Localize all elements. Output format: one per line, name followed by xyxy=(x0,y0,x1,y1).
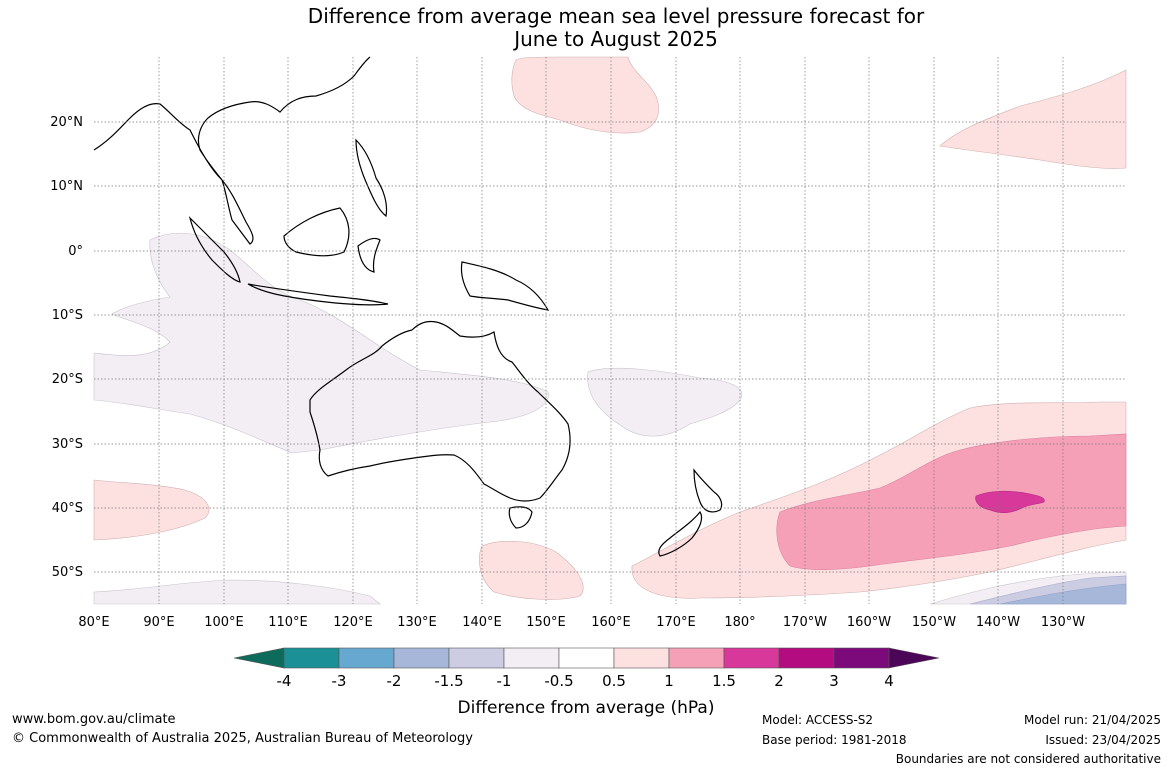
lat-label: 20°N xyxy=(50,115,83,130)
legend-tick-label: -1.5 xyxy=(434,672,463,690)
coastlines xyxy=(93,56,723,557)
lon-label: 150°E xyxy=(526,615,566,630)
legend-swatch xyxy=(778,647,835,669)
legend-swatch xyxy=(833,647,890,669)
footer-url[interactable]: www.bom.gov.au/climate xyxy=(12,712,176,727)
legend-swatch xyxy=(503,647,560,669)
lon-label: 170°E xyxy=(656,615,696,630)
lon-label: 170°W xyxy=(783,615,827,630)
legend-tick-label: -0.5 xyxy=(544,672,573,690)
lon-label: 150°W xyxy=(912,615,956,630)
legend-swatch xyxy=(558,647,615,669)
legend-tick-label: 2 xyxy=(774,672,784,690)
australia-coastline xyxy=(309,320,571,502)
sumatra-coastline xyxy=(188,216,241,283)
lat-label: 0° xyxy=(68,244,83,259)
legend-tick-label: 1.5 xyxy=(712,672,736,690)
legend-tick-label: -3 xyxy=(332,672,347,690)
java-coastline xyxy=(247,283,389,306)
legend-tick-label: -4 xyxy=(277,672,292,690)
footer-disclaimer: Boundaries are not considered authoritat… xyxy=(895,752,1161,766)
lon-label: 110°E xyxy=(268,615,308,630)
legend-tick-labels: -4 -3 -2 -1.5 -1 -0.5 0.5 1 1.5 2 3 4 xyxy=(277,672,894,690)
footer-base-period: Base period: 1981-2018 xyxy=(762,733,907,747)
lon-label: 120°E xyxy=(333,615,373,630)
legend-tick-label: 1 xyxy=(664,672,674,690)
lon-label: 140°W xyxy=(976,615,1020,630)
new-zealand-south-coastline xyxy=(658,510,703,557)
graticule xyxy=(94,57,1126,604)
legend-swatch xyxy=(668,647,725,669)
lat-label: 10°S xyxy=(52,308,83,323)
longitude-labels: 80°E 90°E 100°E 110°E 120°E 130°E 140°E … xyxy=(78,615,1085,630)
map-title-line-1: Difference from average mean sea level p… xyxy=(307,4,925,28)
positive-anomaly-region-tasman xyxy=(479,540,584,600)
lon-label: 100°E xyxy=(204,615,244,630)
borneo-coastline xyxy=(283,207,350,257)
legend-tick-label: -2 xyxy=(387,672,402,690)
mainland-asia-coastline xyxy=(93,56,371,245)
legend-swatch xyxy=(283,647,340,669)
lat-label: 40°S xyxy=(52,501,83,516)
positive-anomaly-region-north-pacific xyxy=(511,56,659,134)
legend-swatch xyxy=(393,647,450,669)
lat-label: 50°S xyxy=(52,565,83,580)
legend-tick-label: -1 xyxy=(497,672,512,690)
negative-anomaly-region-indian-ocean xyxy=(93,232,549,454)
lon-label: 180° xyxy=(724,615,755,630)
tasmania-coastline xyxy=(508,506,533,529)
legend-extend-high-arrow xyxy=(888,647,940,669)
negative-anomaly-region-south-pacific xyxy=(587,367,743,437)
positive-anomaly-region-west xyxy=(93,479,210,541)
legend-tick-label: 4 xyxy=(884,672,894,690)
legend-extend-low-arrow xyxy=(233,647,285,669)
footer-copyright: © Commonwealth of Australia 2025, Austra… xyxy=(12,731,473,746)
legend-title: Difference from average (hPa) xyxy=(458,698,715,718)
footer-model-run: Model run: 21/04/2025 xyxy=(1023,713,1161,727)
positive-anomaly-region-core xyxy=(776,433,1127,571)
new-guinea-coastline xyxy=(460,261,550,311)
footer-model: Model: ACCESS-S2 xyxy=(762,713,874,727)
legend-tick-label: 0.5 xyxy=(602,672,626,690)
legend-swatch xyxy=(448,647,505,669)
map-title-line-2: June to August 2025 xyxy=(514,27,718,51)
legend-swatch xyxy=(723,647,780,669)
positive-anomaly-region-peak xyxy=(975,490,1045,514)
positive-anomaly-region-north-east xyxy=(939,69,1127,169)
new-zealand-north-coastline xyxy=(693,468,723,513)
negative-anomaly-region-south-west xyxy=(93,579,381,605)
latitude-labels: 20°N 10°N 0° 10°S 20°S 30°S 40°S 50°S xyxy=(50,115,83,580)
lon-label: 130°E xyxy=(397,615,437,630)
colour-legend: -4 -3 -2 -1.5 -1 -0.5 0.5 1 1.5 2 3 4 Difference fr… xyxy=(233,647,940,718)
lon-label: 160°W xyxy=(847,615,891,630)
legend-swatch xyxy=(613,647,670,669)
lat-label: 20°S xyxy=(52,372,83,387)
legend-swatch xyxy=(338,647,395,669)
legend-swatches xyxy=(233,647,940,669)
philippines-coastline xyxy=(355,138,388,218)
lon-label: 80°E xyxy=(78,615,109,630)
lon-label: 90°E xyxy=(143,615,174,630)
lat-label: 10°N xyxy=(50,179,83,194)
anomaly-shading xyxy=(93,56,1127,605)
sulawesi-coastline xyxy=(357,237,381,273)
footer-issued: Issued: 23/04/2025 xyxy=(1045,733,1161,747)
lon-label: 140°E xyxy=(462,615,502,630)
lat-label: 30°S xyxy=(52,437,83,452)
lon-label: 160°E xyxy=(591,615,631,630)
lon-label: 130°W xyxy=(1041,615,1085,630)
legend-tick-label: 3 xyxy=(829,672,839,690)
